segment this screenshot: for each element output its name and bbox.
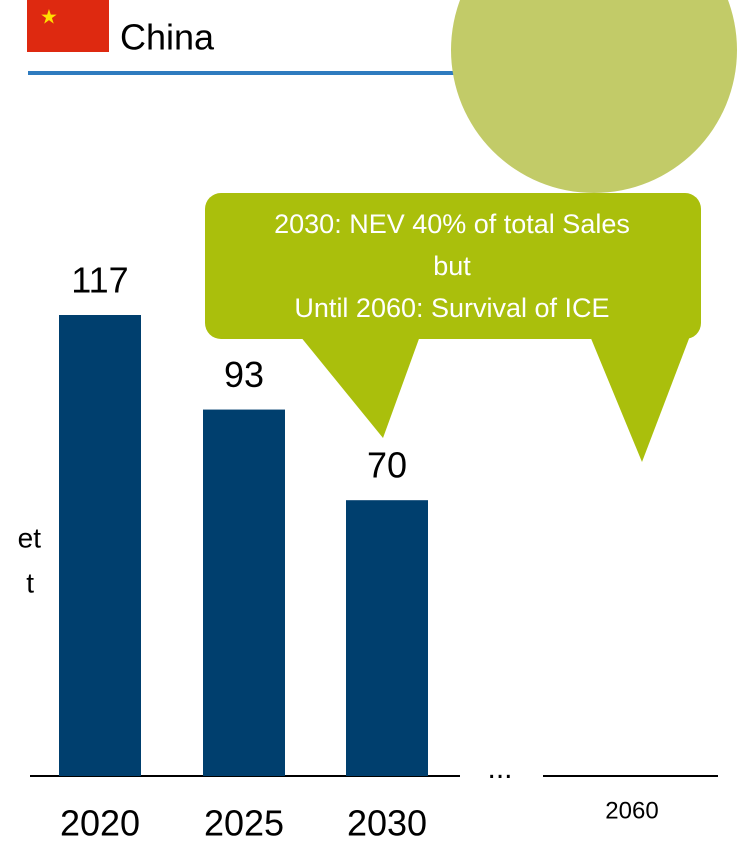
x-tick-label: 2060 xyxy=(605,797,658,824)
gap-label: ... xyxy=(487,752,512,785)
chart-title: China xyxy=(120,17,215,58)
bar xyxy=(346,500,428,776)
x-tick-label: 2025 xyxy=(204,803,284,844)
annotation: but xyxy=(433,251,471,281)
x-tick-label: 2020 xyxy=(60,803,140,844)
value-label: 117 xyxy=(71,260,128,301)
side-text: et xyxy=(18,522,42,553)
x-tick-label: 2030 xyxy=(347,803,427,844)
side-text: t xyxy=(26,567,34,598)
annotation: Until 2060: Survival of ICE xyxy=(294,293,609,323)
speech-bubble: 2030: NEV 40% of total Sales but Until 2… xyxy=(205,193,701,462)
value-label: 70 xyxy=(367,445,407,486)
flag-star: ★ xyxy=(40,6,58,28)
flag xyxy=(27,0,109,52)
bubble-body xyxy=(205,193,701,339)
value-label: 93 xyxy=(224,354,264,395)
bar xyxy=(59,315,141,776)
bubble-tail xyxy=(300,336,420,438)
bar xyxy=(203,409,285,776)
portrait xyxy=(451,0,737,193)
bubble-tail xyxy=(590,336,690,462)
annotation: 2030: NEV 40% of total Sales xyxy=(274,209,630,239)
